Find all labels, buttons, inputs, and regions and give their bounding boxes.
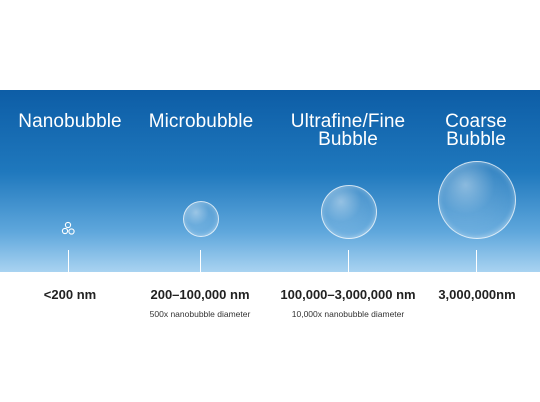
range-fine-bubble: 100,000–3,000,000 nm	[280, 287, 416, 302]
note-fine-bubble: 10,000x nanobubble diameter	[291, 309, 405, 319]
label-microbubble: Microbubble	[148, 111, 254, 132]
range-coarse-bubble: 3,000,000nm	[438, 287, 516, 302]
note-microbubble: 500x nanobubble diameter	[149, 309, 251, 319]
range-nanobubble: <200 nm	[43, 287, 97, 302]
label-coarse-bubble: Coarse Bubble	[445, 111, 507, 150]
range-microbubble: 200–100,000 nm	[150, 287, 250, 302]
microbubble-circle	[183, 201, 219, 237]
tick-nanobubble	[68, 250, 69, 272]
tick-coarse-bubble	[476, 250, 477, 272]
tick-microbubble	[200, 250, 201, 272]
label-nanobubble: Nanobubble	[18, 111, 122, 132]
tick-fine-bubble	[348, 250, 349, 272]
label-ultrafine-fine-bubble: Ultrafine/Fine Bubble	[290, 111, 406, 150]
fine-bubble-circle	[321, 185, 377, 239]
coarse-bubble-circle	[438, 161, 516, 239]
nanobubble-cluster-icon	[61, 221, 75, 235]
